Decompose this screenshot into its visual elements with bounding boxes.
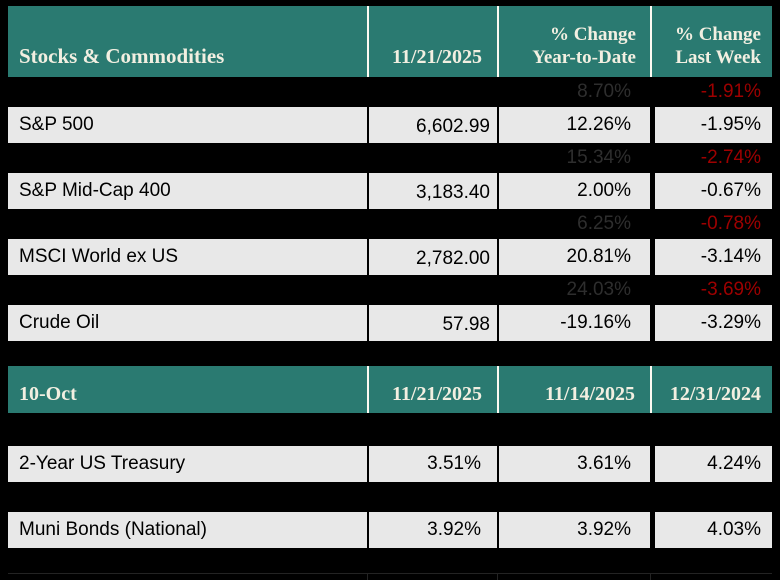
- table2-header-date1[interactable]: 11/21/2025: [367, 366, 497, 413]
- week-header-line2: Last Week: [675, 47, 761, 68]
- collapsed-ytd-cell[interactable]: 24.03%: [497, 275, 650, 305]
- ytd-header-line1: % Change: [549, 24, 636, 45]
- spacer: [8, 482, 772, 512]
- collapsed-row: 8.70% -1.91%: [8, 77, 772, 107]
- row-lastweek[interactable]: -3.29%: [650, 305, 772, 341]
- table-row-2yr-treasury: 2-Year US Treasury 3.51% 3.61% 4.24%: [8, 446, 772, 482]
- row-ytd[interactable]: -19.16%: [497, 305, 650, 341]
- row-ytd[interactable]: 12.26%: [497, 107, 650, 143]
- row-label[interactable]: Muni Bonds (National): [8, 512, 367, 548]
- row-lastweek[interactable]: -1.95%: [650, 107, 772, 143]
- collapsed-label-cell: [8, 275, 367, 305]
- table2-header-title[interactable]: 10-Oct: [8, 366, 367, 413]
- collapsed-ytd-cell[interactable]: 8.70%: [497, 77, 650, 107]
- row-value[interactable]: 6,602.99: [367, 107, 497, 143]
- row-value[interactable]: 57.98: [367, 305, 497, 341]
- row-col4[interactable]: 4.03%: [650, 512, 772, 548]
- collapsed-ytd-cell[interactable]: 6.25%: [497, 209, 650, 239]
- row-col2[interactable]: 3.92%: [367, 512, 497, 548]
- row-label[interactable]: 2-Year US Treasury: [8, 446, 367, 482]
- table-row-crude-oil: Crude Oil 57.98 -19.16% -3.29%: [8, 305, 772, 341]
- stocks-commodities-table: Stocks & Commodities 11/21/2025 % Change…: [8, 6, 772, 341]
- row-label[interactable]: Crude Oil: [8, 305, 367, 341]
- spacer: [8, 413, 772, 446]
- table1-header-row: Stocks & Commodities 11/21/2025 % Change…: [8, 6, 772, 77]
- rates-table: 10-Oct 11/21/2025 11/14/2025 12/31/2024 …: [8, 366, 772, 548]
- row-value[interactable]: 2,782.00: [367, 239, 497, 275]
- table-row-sp500: S&P 500 6,602.99 12.26% -1.95%: [8, 107, 772, 143]
- collapsed-row: 15.34% -2.74%: [8, 143, 772, 173]
- row-col3[interactable]: 3.92%: [497, 512, 650, 548]
- row-ytd[interactable]: 20.81%: [497, 239, 650, 275]
- row-col2[interactable]: 3.51%: [367, 446, 497, 482]
- row-label[interactable]: S&P 500: [8, 107, 367, 143]
- table2-header-date2[interactable]: 11/14/2025: [497, 366, 650, 413]
- row-col4[interactable]: 4.24%: [650, 446, 772, 482]
- collapsed-value-cell: [367, 209, 497, 239]
- table1-header-lastweek[interactable]: % Change Last Week: [650, 6, 772, 77]
- table-gap-spacer: [0, 341, 780, 366]
- bottom-spacer: [8, 548, 772, 580]
- collapsed-value-cell: [367, 77, 497, 107]
- week-header-line1: % Change: [674, 24, 761, 45]
- row-col3[interactable]: 3.61%: [497, 446, 650, 482]
- table-row-muni-bonds: Muni Bonds (National) 3.92% 3.92% 4.03%: [8, 512, 772, 548]
- table1-header-date[interactable]: 11/21/2025: [367, 6, 497, 77]
- row-lastweek[interactable]: -3.14%: [650, 239, 772, 275]
- collapsed-week-cell[interactable]: -0.78%: [650, 209, 772, 239]
- row-value[interactable]: 3,183.40: [367, 173, 497, 209]
- row-lastweek[interactable]: -0.67%: [650, 173, 772, 209]
- faint-row-outline: [8, 573, 772, 580]
- table2-header-row: 10-Oct 11/21/2025 11/14/2025 12/31/2024: [8, 366, 772, 413]
- collapsed-label-cell: [8, 77, 367, 107]
- row-ytd[interactable]: 2.00%: [497, 173, 650, 209]
- table1-header-ytd[interactable]: % Change Year-to-Date: [497, 6, 650, 77]
- ytd-header-line2: Year-to-Date: [532, 47, 636, 68]
- collapsed-row: 24.03% -3.69%: [8, 275, 772, 305]
- collapsed-week-cell[interactable]: -1.91%: [650, 77, 772, 107]
- table-row-midcap400: S&P Mid-Cap 400 3,183.40 2.00% -0.67%: [8, 173, 772, 209]
- collapsed-label-cell: [8, 209, 367, 239]
- collapsed-week-cell[interactable]: -2.74%: [650, 143, 772, 173]
- collapsed-value-cell: [367, 275, 497, 305]
- collapsed-row: 6.25% -0.78%: [8, 209, 772, 239]
- collapsed-value-cell: [367, 143, 497, 173]
- row-label[interactable]: MSCI World ex US: [8, 239, 367, 275]
- collapsed-label-cell: [8, 143, 367, 173]
- table2-header-date3[interactable]: 12/31/2024: [650, 366, 772, 413]
- collapsed-ytd-cell[interactable]: 15.34%: [497, 143, 650, 173]
- table1-header-title[interactable]: Stocks & Commodities: [8, 6, 367, 77]
- row-label[interactable]: S&P Mid-Cap 400: [8, 173, 367, 209]
- top-spacer: [0, 0, 780, 6]
- table-row-msci-world: MSCI World ex US 2,782.00 20.81% -3.14%: [8, 239, 772, 275]
- collapsed-week-cell[interactable]: -3.69%: [650, 275, 772, 305]
